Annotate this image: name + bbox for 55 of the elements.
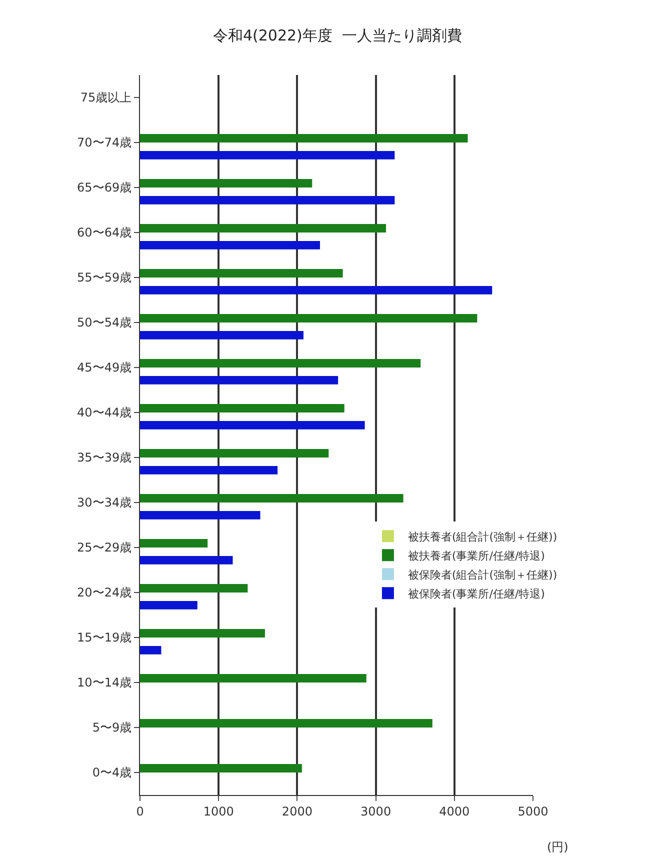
- y-tick-label: 15〜19歳: [77, 630, 132, 645]
- x-tick-label: 3000: [360, 804, 392, 818]
- x-tick-label: 5000: [518, 804, 548, 818]
- bar: [140, 286, 492, 294]
- bar: [140, 179, 312, 188]
- y-tick-label: 20〜24歳: [77, 586, 132, 600]
- bar: [140, 629, 265, 638]
- y-tick-label: 45〜49歳: [77, 360, 132, 375]
- bar: [140, 134, 468, 142]
- bar: [140, 314, 478, 322]
- legend-label: 被扶養者(事業所/任継/特退): [408, 549, 545, 562]
- y-tick-label: 10〜14歳: [77, 676, 132, 690]
- y-tick-label: 35〜39歳: [77, 450, 132, 465]
- x-tick-label: 0: [136, 804, 144, 818]
- bar: [140, 404, 344, 412]
- bar: [140, 224, 386, 232]
- y-tick-label: 25〜29歳: [77, 540, 132, 555]
- bar: [140, 674, 366, 682]
- bar: [140, 584, 248, 592]
- y-tick-label: 0〜4歳: [92, 766, 132, 780]
- legend-label: 被保険者(組合計(強制＋任継)): [408, 568, 558, 582]
- y-tick-label: 55〜59歳: [77, 270, 132, 285]
- legend-label: 被保険者(事業所/任継/特退): [408, 587, 545, 600]
- x-tick-label: 4000: [439, 804, 470, 818]
- legend-label: 被扶養者(組合計(強制＋任継)): [408, 530, 558, 544]
- bar: [140, 600, 198, 610]
- text: (円): [547, 840, 568, 854]
- bar: [140, 359, 421, 368]
- bar: [140, 240, 320, 250]
- y-tick-label: 40〜44歳: [77, 406, 132, 420]
- bar: [140, 376, 338, 384]
- y-tick-label: 60〜64歳: [77, 226, 132, 240]
- chart-title: 令和4(2022)年度 一人当たり調剤費: [212, 26, 462, 45]
- bar: [140, 420, 365, 430]
- bar: [140, 466, 278, 474]
- y-tick-label: 30〜34歳: [77, 496, 132, 510]
- bar: [140, 764, 302, 772]
- y-tick-label: 65〜69歳: [77, 180, 132, 195]
- bar: [140, 539, 208, 548]
- bar: [140, 510, 260, 520]
- bar: [140, 646, 162, 654]
- bar: [140, 196, 395, 204]
- bar: [140, 449, 329, 458]
- bar: [140, 556, 233, 564]
- bar: [140, 719, 432, 728]
- bar: [140, 150, 395, 160]
- y-tick-label: 5〜9歳: [92, 720, 132, 735]
- bar: [140, 330, 304, 340]
- y-tick-label: 75歳以上: [80, 90, 132, 105]
- y-tick-label: 70〜74歳: [77, 136, 132, 150]
- x-tick-label: 1000: [203, 804, 234, 818]
- y-tick-label: 50〜54歳: [77, 316, 132, 330]
- bar: [140, 269, 343, 278]
- bar: [140, 494, 404, 502]
- x-tick-label: 2000: [282, 804, 312, 818]
